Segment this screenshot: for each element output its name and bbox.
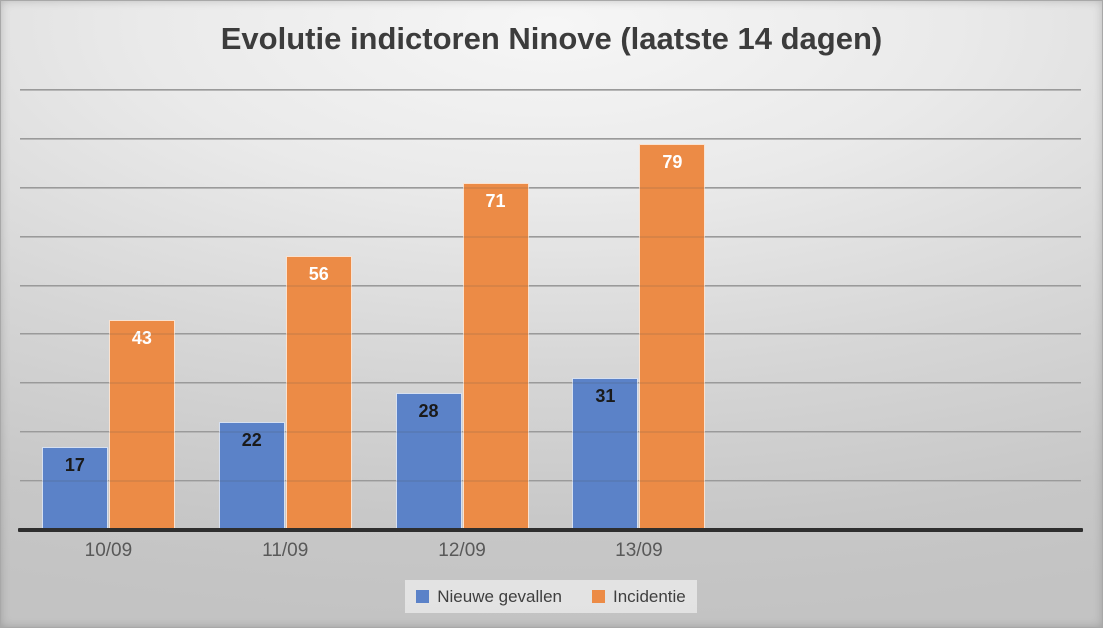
- gridline-overlay-90: [20, 89, 1081, 91]
- plot-area: 17 43 22 56 28 71 31 79: [18, 89, 1083, 532]
- gridline-50: [20, 284, 1081, 287]
- legend-label-nieuwe-gevallen: Nieuwe gevallen: [437, 586, 562, 606]
- gridline-90: [20, 89, 1081, 91]
- legend-item-nieuwe-gevallen: Nieuwe gevallen: [416, 587, 562, 607]
- gridline-30: [20, 382, 1081, 385]
- legend: Nieuwe gevallen Incidentie: [405, 580, 697, 613]
- chart-title: Evolutie indictoren Ninove (laatste 14 d…: [220, 21, 883, 56]
- bar-value-label: 79: [662, 151, 683, 172]
- x-axis: 10/09 11/09 12/09 13/09: [20, 540, 1081, 566]
- bar-nieuwe-gevallen-10-09: 17: [41, 446, 108, 530]
- legend-swatch-incidentie: [591, 590, 605, 603]
- gridline-20: [20, 431, 1081, 434]
- gridline-overlay-10: [20, 480, 1081, 483]
- bar-value-label: 43: [131, 327, 152, 348]
- gridline-40: [20, 333, 1081, 336]
- bar-incidentie-10-09: 43: [108, 319, 175, 530]
- legend-item-incidentie: Incidentie: [591, 586, 686, 607]
- bar-nieuwe-gevallen-13-09: 31: [572, 378, 639, 530]
- gridline-70: [20, 186, 1081, 189]
- x-axis-label-10-09: 10/09: [84, 540, 133, 561]
- gridline-overlay-60: [20, 235, 1081, 238]
- bar-incidentie-11-09: 56: [285, 256, 352, 530]
- legend-label-incidentie: Incidentie: [612, 586, 686, 606]
- gridline-overlay-20: [20, 431, 1081, 434]
- category-group-11-09: 22 56: [197, 90, 374, 530]
- gridline-10: [20, 480, 1081, 483]
- bar-incidentie-12-09: 71: [462, 182, 529, 530]
- bar-value-label: 17: [64, 454, 85, 475]
- bar-value-label: 22: [241, 430, 262, 451]
- bar-nieuwe-gevallen-12-09: 28: [395, 393, 462, 530]
- category-group-12-09: 28 71: [374, 90, 551, 530]
- gridline-overlay-30: [20, 382, 1081, 385]
- legend-swatch-nieuwe-gevallen: [416, 590, 430, 603]
- gridline-overlay-50: [20, 284, 1081, 287]
- gridline-80: [20, 137, 1081, 140]
- bar-value-label: 31: [595, 386, 616, 407]
- bar-value-label: 56: [308, 264, 329, 285]
- x-axis-baseline: [18, 528, 1083, 532]
- gridline-60: [20, 235, 1081, 238]
- x-axis-label-12-09: 12/09: [438, 540, 486, 561]
- category-group-13-09: 31 79: [551, 90, 728, 530]
- bar-value-label: 28: [418, 401, 439, 422]
- x-axis-label-11-09: 11/09: [262, 540, 309, 561]
- category-group-10-09: 17 43: [20, 90, 197, 530]
- bar-value-label: 71: [485, 190, 506, 211]
- gridline-overlay-40: [20, 333, 1081, 336]
- gridline-overlay-70: [20, 186, 1081, 189]
- gridline-overlay-80: [20, 137, 1081, 140]
- bar-incidentie-13-09: 79: [639, 143, 706, 530]
- x-axis-label-13-09: 13/09: [615, 540, 663, 561]
- bar-nieuwe-gevallen-11-09: 22: [218, 422, 285, 530]
